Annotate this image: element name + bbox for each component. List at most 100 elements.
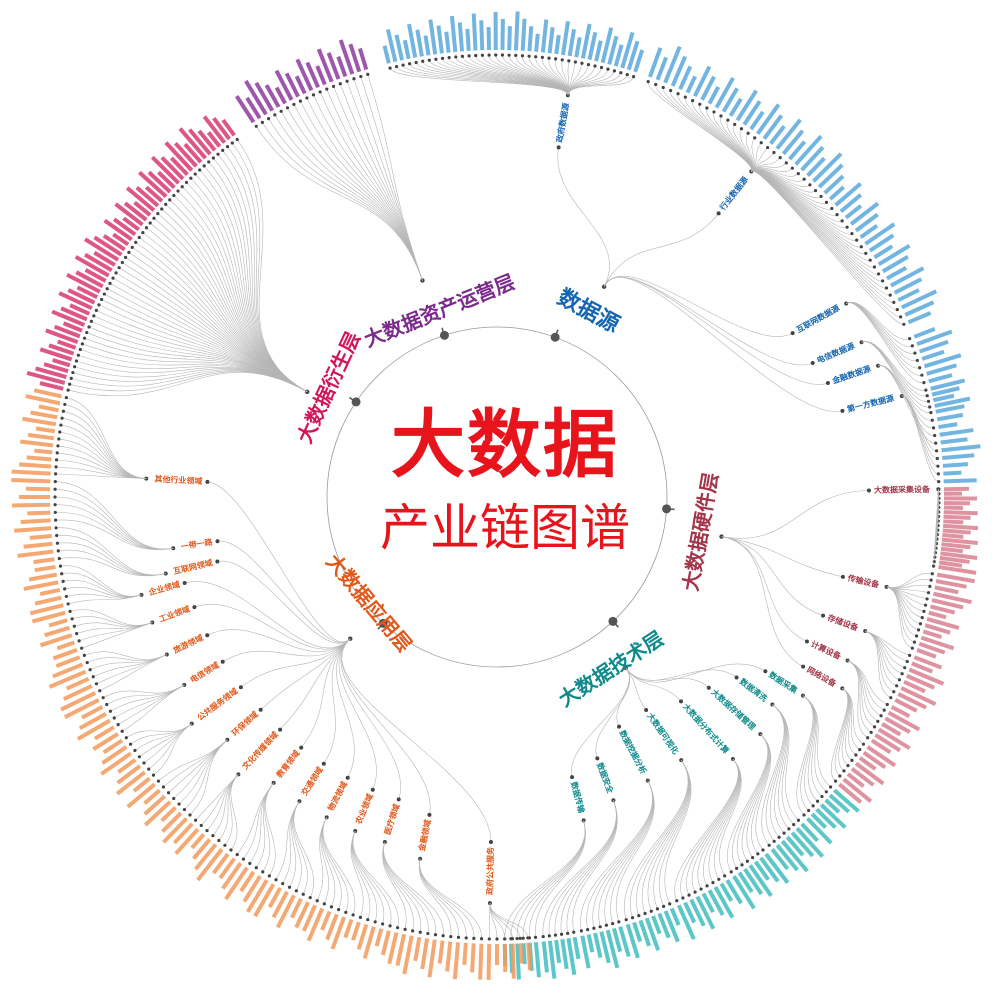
leaf-node: [868, 258, 872, 262]
leaf-node: [756, 852, 760, 856]
leaf-node: [766, 145, 770, 150]
leaf-node: [72, 624, 76, 628]
child-node: [595, 756, 600, 761]
layer-label: 大数据技术层: [554, 626, 668, 711]
leaf-label-mark: [625, 923, 640, 959]
leaf-label-mark: [748, 864, 773, 898]
leaf-label-mark: [76, 285, 99, 299]
leaf-node: [719, 114, 723, 118]
leaf-node: [60, 572, 64, 576]
leaf-curve: [68, 372, 308, 397]
leaf-node: [643, 911, 647, 916]
leaf-node: [507, 53, 511, 57]
leaf-curve: [55, 519, 174, 550]
leaf-node: [935, 456, 939, 461]
leaf-node: [57, 437, 61, 441]
leaf-node: [441, 934, 445, 938]
leaf-node: [494, 53, 498, 57]
leaf-node: [717, 877, 721, 881]
leaf-node: [808, 183, 812, 187]
leaf-curve: [677, 93, 752, 172]
leaf-node: [586, 62, 591, 67]
leaf-curve: [84, 651, 167, 660]
leaf-node: [876, 719, 880, 723]
branch-curve: [625, 663, 766, 683]
leaf-label-mark: [194, 843, 218, 871]
leaf-label-mark: [938, 564, 977, 575]
child-label: 政府数据源: [554, 102, 571, 143]
child-node: [716, 211, 721, 216]
leaf-node: [411, 929, 415, 933]
leaf-curve: [630, 759, 689, 918]
leaf-label-mark: [325, 913, 339, 941]
leaf-label-mark: [676, 904, 696, 940]
leaf-curve: [418, 858, 452, 937]
leaf-label-mark: [541, 941, 549, 973]
leaf-label-mark: [844, 204, 863, 220]
leaf-curve: [647, 81, 752, 172]
leaf-label-mark: [382, 45, 391, 64]
leaf-curve: [502, 54, 569, 96]
leaf-curve: [224, 774, 239, 846]
leaf-node: [661, 85, 665, 90]
leaf-label-mark: [290, 897, 303, 919]
leaf-node: [358, 915, 363, 919]
branch-curve: [603, 275, 793, 337]
leaf-node: [235, 852, 239, 857]
leaf-curve: [275, 801, 300, 880]
leaf-label-mark: [35, 426, 56, 434]
child-node: [706, 685, 711, 690]
leaf-label-mark: [84, 252, 113, 273]
leaf-label-mark: [881, 255, 909, 274]
child-node: [866, 488, 871, 493]
branch-curve: [194, 604, 351, 650]
ring-pointer: [349, 396, 355, 402]
layer-label: 数据源: [553, 284, 623, 338]
leaf-node: [914, 634, 919, 638]
leaf-node: [166, 791, 171, 795]
leaf-label-mark: [928, 373, 953, 384]
leaf-label-mark: [143, 800, 172, 827]
leaf-label-mark: [374, 928, 384, 947]
leaf-node: [487, 937, 491, 941]
leaf-node: [338, 82, 342, 86]
leaf-label-mark: [769, 124, 786, 145]
leaf-label-mark: [93, 250, 116, 267]
leaf-node: [199, 823, 203, 828]
leaf-node: [66, 388, 70, 392]
leaf-label-mark: [638, 919, 651, 947]
leaf-label-mark: [806, 156, 826, 177]
leaf-node: [274, 878, 278, 882]
leaf-node: [606, 67, 610, 71]
leaf-node: [63, 402, 67, 407]
leaf-node: [892, 300, 896, 304]
leaf-label-mark: [749, 110, 765, 131]
leaf-label-mark: [478, 943, 484, 980]
leaf-curve: [195, 774, 239, 821]
leaf-label-mark: [150, 155, 181, 185]
leaf-node: [456, 935, 461, 939]
leaf-label-mark: [732, 875, 756, 910]
leaf-label-mark: [707, 85, 721, 105]
leaf-node: [69, 376, 73, 380]
leaf-label-mark: [143, 788, 161, 805]
leaf-node: [739, 127, 744, 131]
leaf-label-mark: [343, 918, 354, 939]
leaf-label-mark: [30, 410, 58, 420]
leaf-label-mark: [34, 564, 56, 573]
leaf-label-mark: [685, 75, 697, 94]
leaf-node: [733, 122, 737, 126]
leaf-curve: [409, 63, 569, 96]
leaf-label-mark: [58, 291, 93, 311]
leaf-node: [57, 556, 61, 561]
leaf-node: [229, 848, 233, 852]
leaf-curve: [699, 104, 753, 172]
leaf-node: [566, 931, 570, 935]
leaf-label-mark: [713, 886, 735, 919]
leaf-node: [80, 342, 84, 346]
leaf-label-mark: [600, 27, 614, 64]
leaf-node: [920, 373, 924, 377]
leaf-label-mark: [916, 648, 937, 659]
leaf-label-mark: [183, 142, 203, 164]
